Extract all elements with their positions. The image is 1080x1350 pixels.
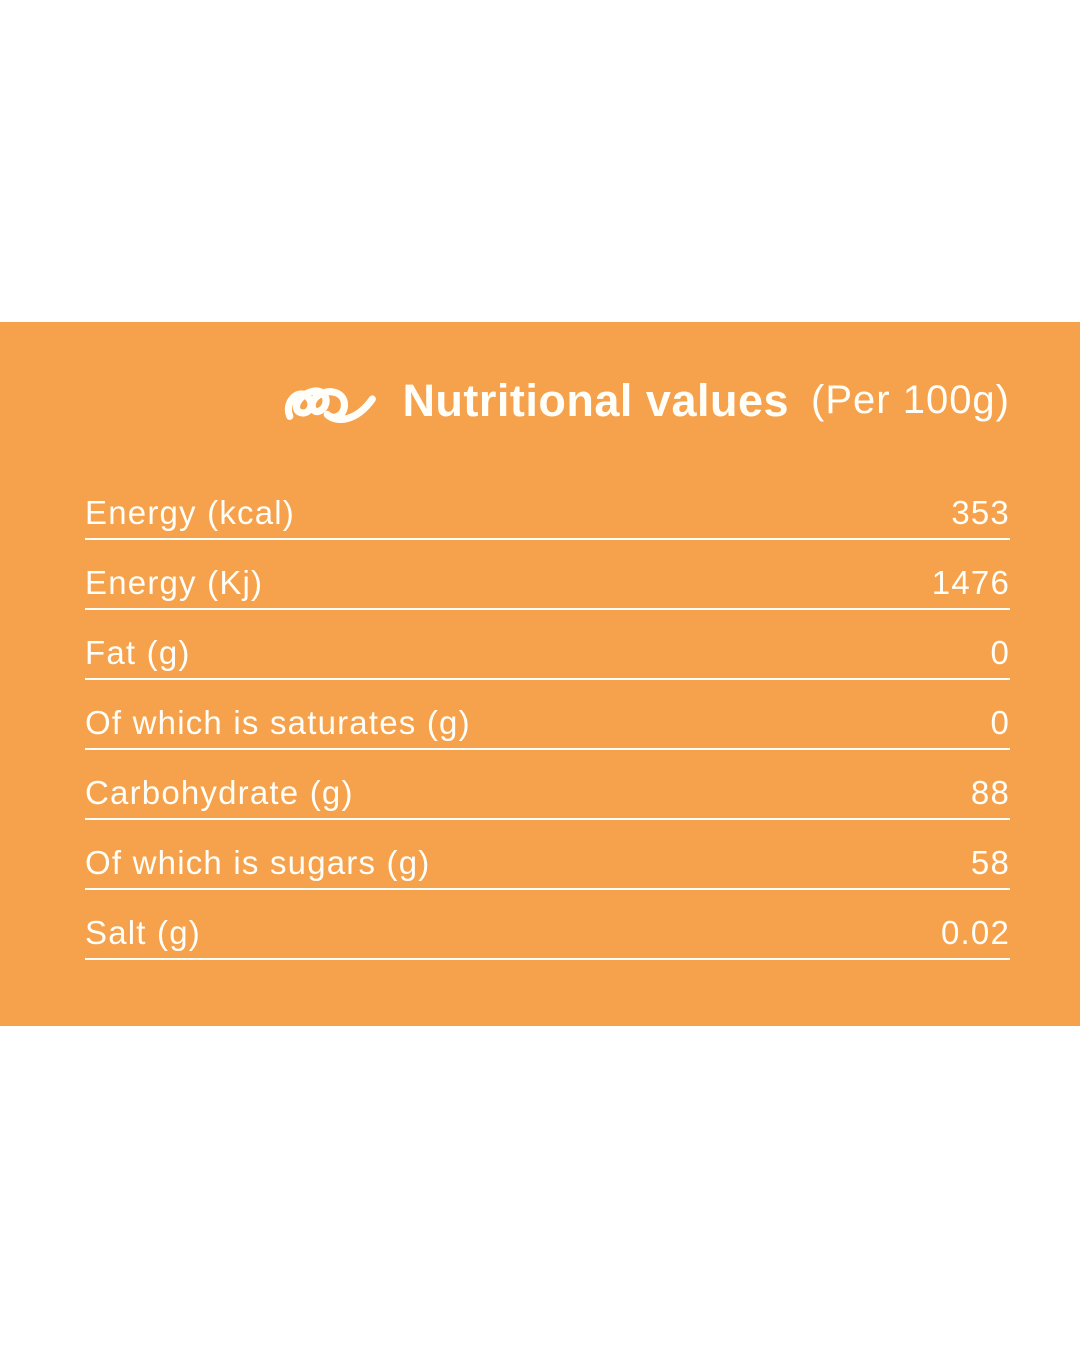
panel-header: Nutritional values (Per 100g) xyxy=(0,362,1080,438)
row-value: 0.02 xyxy=(940,914,1010,951)
table-row: Energy (kcal) 353 xyxy=(85,470,1010,540)
table-row: Carbohydrate (g) 88 xyxy=(85,750,1010,820)
row-value: 0 xyxy=(990,704,1010,741)
table-row: Of which is saturates (g) 0 xyxy=(85,680,1010,750)
row-label: Of which is sugars (g) xyxy=(85,844,431,881)
nutrition-panel: Nutritional values (Per 100g) Energy (kc… xyxy=(0,322,1080,1026)
row-label: Salt (g) xyxy=(85,914,201,951)
row-label: Of which is saturates (g) xyxy=(85,704,471,741)
table-row: Of which is sugars (g) 58 xyxy=(85,820,1010,890)
table-row: Energy (Kj) 1476 xyxy=(85,540,1010,610)
panel-title: Nutritional values xyxy=(402,374,790,426)
row-label: Carbohydrate (g) xyxy=(85,774,354,811)
row-value: 58 xyxy=(970,844,1010,881)
row-label: Energy (kcal) xyxy=(85,494,295,531)
row-label: Energy (Kj) xyxy=(85,564,264,601)
squiggle-doodle-icon xyxy=(284,365,380,435)
row-value: 353 xyxy=(951,494,1010,531)
panel-subtitle: (Per 100g) xyxy=(811,378,1010,422)
row-value: 88 xyxy=(970,774,1010,811)
row-value: 1476 xyxy=(931,564,1010,601)
nutrition-table: Energy (kcal) 353 Energy (Kj) 1476 Fat (… xyxy=(85,470,1010,960)
row-value: 0 xyxy=(990,634,1010,671)
table-row: Fat (g) 0 xyxy=(85,610,1010,680)
row-label: Fat (g) xyxy=(85,634,191,671)
table-row: Salt (g) 0.02 xyxy=(85,890,1010,960)
